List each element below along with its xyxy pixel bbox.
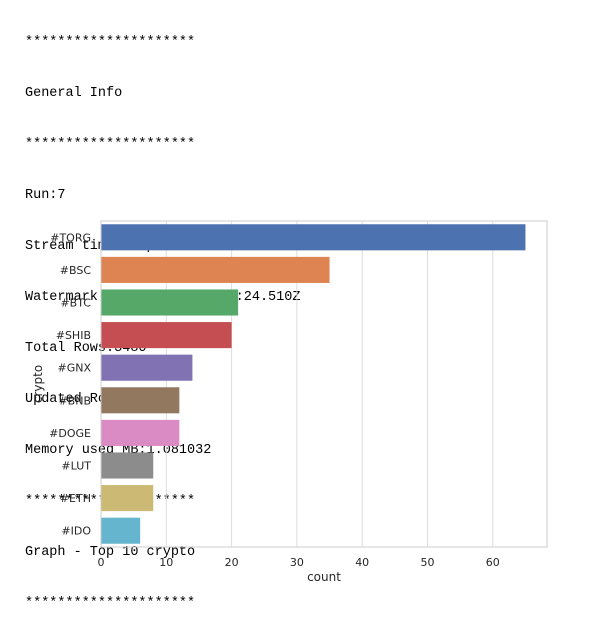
x-tick-label: 50 — [421, 556, 435, 569]
bar — [101, 452, 154, 479]
console-line: Run:7 — [25, 188, 66, 203]
x-tick-label: 10 — [159, 556, 173, 569]
y-tick-label: #TORG — [50, 231, 91, 244]
bar — [101, 387, 180, 414]
x-axis-label: count — [307, 570, 341, 584]
y-tick-label: #IDO — [61, 525, 91, 538]
bars — [101, 224, 526, 544]
bar — [101, 354, 193, 381]
y-axis-label: crypto — [31, 365, 45, 403]
console-line: General Info — [25, 86, 123, 101]
y-tick-label: #ETH — [60, 492, 91, 505]
x-tick-label: 0 — [98, 556, 105, 569]
bar — [101, 517, 141, 544]
y-tick-labels: #TORG #BSC #BTC #SHIB #GNX #BNB #DOGE #LUT #ETH #… — [49, 231, 91, 537]
console-line: ********************* — [25, 596, 196, 611]
x-tick-label: 30 — [290, 556, 304, 569]
y-tick-label: #GNX — [57, 362, 91, 375]
x-tick-label: 60 — [486, 556, 500, 569]
bar — [101, 289, 239, 316]
y-tick-label: #BSC — [60, 264, 92, 277]
y-tick-label: #BTC — [60, 297, 91, 310]
console-line: ********************* — [25, 137, 196, 152]
bar — [101, 485, 154, 512]
x-tick-labels: 0 10 20 30 40 50 60 — [98, 556, 500, 569]
bar — [101, 224, 526, 251]
x-tick-label: 40 — [355, 556, 369, 569]
bar — [101, 419, 180, 446]
y-tick-label: #BNB — [58, 394, 91, 407]
bar-chart: #TORG #BSC #BTC #SHIB #GNX #BNB #DOGE #LUT #ETH #… — [31, 220, 548, 584]
x-tick-label: 20 — [225, 556, 239, 569]
y-tick-label: #LUT — [61, 460, 91, 473]
console-line: ********************* — [25, 35, 196, 50]
console-line: Graph - Top 10 crypto — [25, 545, 196, 560]
bar — [101, 256, 330, 283]
y-tick-label: #SHIB — [56, 329, 91, 342]
plot-frame — [100, 220, 548, 548]
y-tick-label: #DOGE — [49, 427, 91, 440]
bar — [101, 322, 232, 349]
